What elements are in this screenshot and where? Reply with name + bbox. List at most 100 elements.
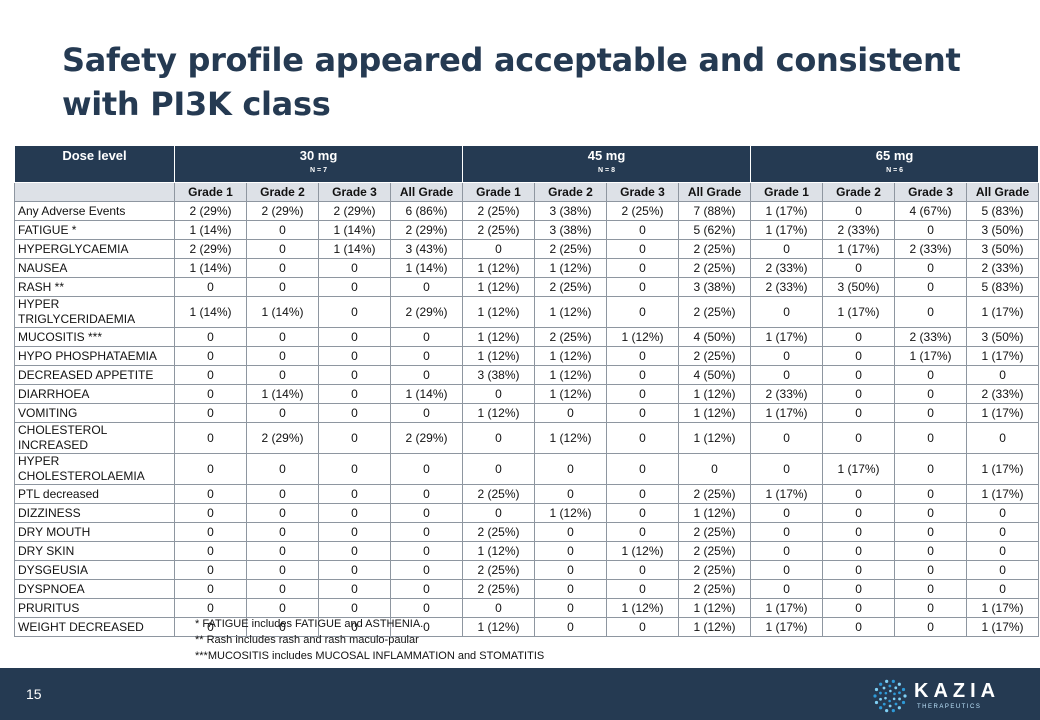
table-cell: 0 [174, 541, 247, 561]
table-row: DRY SKIN 0 0 0 0 1 (12%) 0 1 (12%) 2 (25%) 0 0 0 0 [14, 541, 1040, 561]
table-cell: 1 (17%) [822, 239, 896, 259]
dose-level-header: Dose level [14, 145, 175, 183]
table-cell: 2 (25%) [462, 579, 536, 599]
logo-dot [884, 696, 887, 700]
table-cell: 1 (12%) [534, 503, 608, 523]
table-cell: 0 [318, 327, 391, 347]
adverse-events-body: Any Adverse Events 2 (29%) 2 (29%) 2 (29%) 6… [14, 201, 1040, 637]
footnote-rash: ** Rash includes rash and rash maculo-pa… [195, 634, 419, 646]
table-cell: 1 (17%) [966, 403, 1040, 423]
table-cell: 2 (25%) [678, 296, 752, 328]
table-cell: 5 (83%) [966, 277, 1040, 297]
adverse-event-label: DRY MOUTH [14, 522, 175, 542]
adverse-event-label: WEIGHT DECREASED [14, 617, 175, 637]
table-cell: 3 (38%) [462, 365, 536, 385]
table-cell: 0 [462, 422, 536, 454]
table-cell: 0 [389, 522, 464, 542]
table-cell: 3 (38%) [534, 201, 608, 221]
table-cell: 0 [246, 541, 319, 561]
table-cell: 0 [534, 403, 608, 423]
table-cell: 0 [606, 384, 680, 404]
table-row: DECREASED APPETITE 0 0 0 0 3 (38%) 1 (12%) 0 4 (… [14, 365, 1040, 385]
table-cell: 1 (12%) [534, 346, 608, 366]
adverse-event-label: DRY SKIN [14, 541, 175, 561]
table-cell: 2 (25%) [534, 239, 608, 259]
table-cell: 6 (86%) [389, 201, 464, 221]
table-cell: 1 (17%) [966, 484, 1040, 504]
logo-dot [885, 679, 889, 683]
table-cell: 0 [462, 384, 536, 404]
table-cell: 0 [246, 220, 319, 240]
table-cell: 2 (25%) [678, 346, 752, 366]
table-cell: 4 (50%) [678, 327, 752, 347]
table-cell: 0 [318, 346, 391, 366]
adverse-event-label: HYPER CHOLESTEROLAEMIA [14, 453, 175, 485]
table-cell: 0 [822, 346, 896, 366]
table-cell: 0 [389, 579, 464, 599]
table-row: VOMITING 0 0 0 0 1 (12%) 0 0 1 (12%) 1 (17%) 0 0 1 (… [14, 403, 1040, 423]
table-cell: 1 (12%) [462, 258, 536, 278]
table-cell: 2 (25%) [678, 484, 752, 504]
table-cell: 0 [174, 384, 247, 404]
table-cell: 0 [246, 346, 319, 366]
adverse-event-label: PTL decreased [14, 484, 175, 504]
grade-header: Grade 1 [750, 182, 824, 202]
table-cell: 0 [318, 258, 391, 278]
table-cell: 4 (67%) [894, 201, 968, 221]
table-row: HYPER CHOLESTEROLAEMIA 0 0 0 0 0 0 0 0 0 1 (17%) 0 1… [14, 453, 1040, 485]
table-cell: 0 [318, 277, 391, 297]
table-cell: 2 (25%) [678, 541, 752, 561]
table-cell: 0 [534, 579, 608, 599]
logo-dot [879, 682, 883, 686]
table-cell: 0 [534, 598, 608, 618]
table-cell: 0 [389, 327, 464, 347]
table-cell: 0 [822, 484, 896, 504]
table-cell: 1 (12%) [606, 541, 680, 561]
table-cell: 1 (12%) [678, 384, 752, 404]
table-cell: 1 (14%) [174, 220, 247, 240]
table-cell: 0 [534, 484, 608, 504]
adverse-event-label: DIZZINESS [14, 503, 175, 523]
table-cell: 0 [246, 239, 319, 259]
grade-header: Grade 3 [318, 182, 391, 202]
dose-header-30mg: 30 mg N = 7 [173, 145, 464, 183]
table-cell: 2 (33%) [750, 384, 824, 404]
table-cell: 0 [894, 220, 968, 240]
table-cell: 1 (12%) [462, 617, 536, 637]
table-cell: 1 (12%) [462, 403, 536, 423]
table-cell: 0 [894, 453, 968, 485]
table-cell: 0 [606, 258, 680, 278]
table-cell: 0 [174, 453, 247, 485]
dose-label: 30 mg [299, 148, 338, 163]
logo-dot [901, 700, 906, 705]
logo-dot [901, 687, 906, 692]
table-cell: 0 [894, 503, 968, 523]
table-cell: 0 [174, 484, 247, 504]
table-cell: 1 (12%) [678, 422, 752, 454]
adverse-event-label: PRURITUS [14, 598, 175, 618]
table-cell: 0 [389, 541, 464, 561]
table-cell: 0 [894, 384, 968, 404]
table-cell: 0 [966, 503, 1040, 523]
table-cell: 1 (12%) [462, 346, 536, 366]
table-cell: 0 [894, 541, 968, 561]
logo-dot [874, 700, 879, 705]
table-cell: 5 (83%) [966, 201, 1040, 221]
table-cell: 0 [246, 484, 319, 504]
table-cell: 0 [462, 453, 536, 485]
table-cell: 0 [318, 579, 391, 599]
table-cell: 0 [318, 617, 391, 637]
table-cell: 0 [318, 403, 391, 423]
logo-dot [891, 679, 895, 683]
table-cell: 1 (17%) [966, 453, 1040, 485]
table-cell: 0 [389, 503, 464, 523]
table-cell: 0 [894, 365, 968, 385]
table-cell: 0 [534, 541, 608, 561]
logo-dot [879, 706, 883, 710]
table-cell: 0 [822, 617, 896, 637]
table-cell: 0 [822, 503, 896, 523]
table-cell: 0 [246, 579, 319, 599]
table-row: DYSGEUSIA 0 0 0 0 2 (25%) 0 0 2 (25%) 0 0 0 0 [14, 560, 1040, 580]
table-cell: 1 (14%) [246, 296, 319, 328]
logo-dot [891, 709, 895, 713]
